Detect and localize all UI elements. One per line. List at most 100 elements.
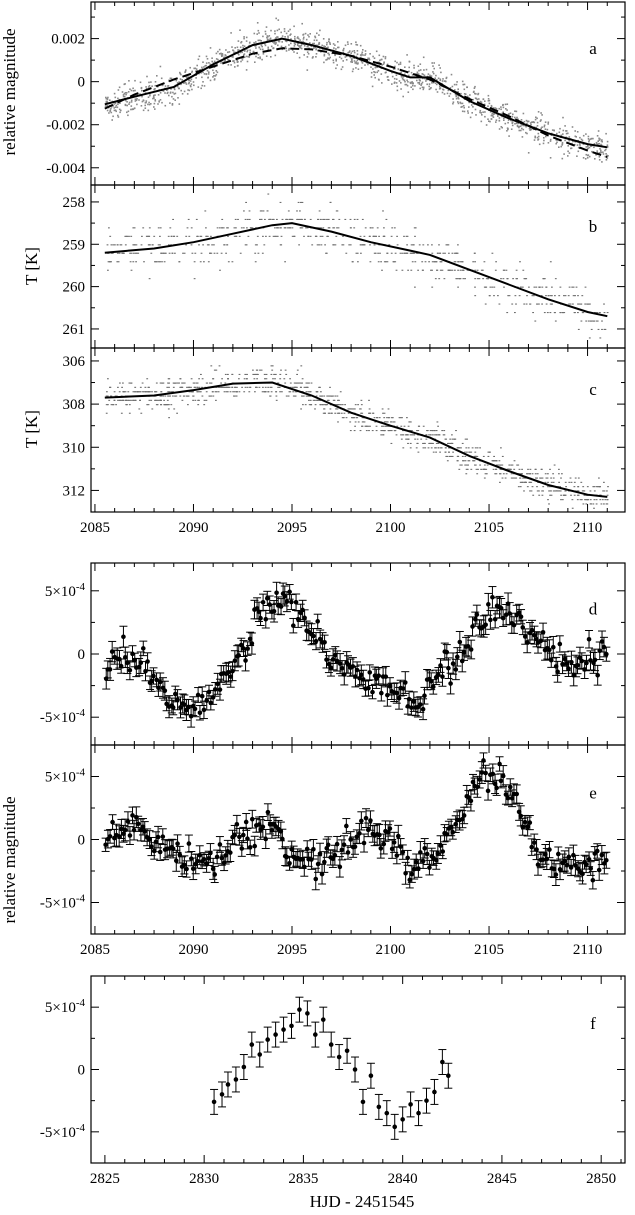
- data-point: [607, 155, 609, 157]
- data-point: [431, 62, 433, 64]
- data-point: [289, 218, 292, 220]
- data-point: [289, 34, 291, 36]
- data-point: [478, 278, 481, 280]
- data-point: [385, 261, 387, 263]
- data-point: [327, 46, 329, 49]
- data-point: [522, 269, 525, 271]
- data-point: [449, 269, 452, 271]
- data-point: [348, 408, 351, 410]
- data-point: [411, 74, 414, 76]
- data-point: [437, 442, 439, 444]
- data-point: [220, 62, 222, 64]
- data-point: [106, 97, 109, 100]
- data-point: [305, 227, 307, 229]
- data-point: [531, 295, 534, 297]
- data-point: [395, 82, 398, 84]
- data-point: [243, 37, 245, 40]
- data-point: [563, 295, 565, 297]
- data-point: [284, 382, 287, 384]
- point-marker: [575, 663, 580, 668]
- data-point: [338, 399, 340, 401]
- data-point: [591, 320, 594, 322]
- data-point: [400, 76, 403, 78]
- data-point: [435, 430, 438, 432]
- data-point: [298, 46, 301, 48]
- data-point: [511, 122, 514, 124]
- data-point: [401, 417, 403, 419]
- point-marker: [138, 660, 144, 665]
- data-point: [272, 47, 274, 50]
- data-point: [199, 391, 202, 393]
- point-marker: [313, 638, 319, 644]
- data-point: [547, 486, 549, 488]
- data-point: [382, 434, 384, 436]
- data-point: [106, 105, 108, 107]
- data-point: [501, 115, 503, 118]
- data-point: [600, 149, 602, 152]
- data-point: [293, 45, 296, 47]
- data-point: [182, 382, 185, 384]
- data-point: [126, 104, 128, 107]
- data-point: [380, 434, 383, 436]
- data-point: [601, 140, 603, 143]
- data-point: [580, 499, 583, 501]
- data-point: [247, 235, 250, 237]
- data-point: [562, 133, 564, 135]
- data-point: [451, 269, 454, 271]
- data-point: [216, 227, 219, 229]
- data-point: [459, 261, 462, 263]
- data-point: [318, 34, 320, 36]
- data-point: [296, 369, 299, 371]
- data-point: [288, 44, 290, 46]
- data-point: [555, 635, 564, 653]
- data-point: [159, 399, 162, 401]
- point-marker: [370, 689, 375, 695]
- data-point: [246, 60, 249, 63]
- data-point: [172, 386, 175, 388]
- data-point: [313, 39, 316, 42]
- data-point: [520, 119, 523, 121]
- data-point: [506, 278, 509, 280]
- data-point: [185, 83, 188, 85]
- data-point: [321, 235, 324, 237]
- data-point: [377, 252, 379, 254]
- data-point: [328, 54, 330, 56]
- data-point: [439, 252, 442, 254]
- data-point: [217, 386, 220, 388]
- data-point: [305, 391, 308, 393]
- data-point: [198, 686, 207, 706]
- data-point: [355, 43, 357, 46]
- series-line-a-solid: [104, 37, 608, 149]
- data-point: [179, 395, 182, 397]
- data-point: [406, 79, 408, 82]
- data-point: [261, 252, 264, 254]
- point-marker: [383, 674, 389, 679]
- data-point: [188, 82, 190, 85]
- data-point: [382, 210, 384, 212]
- data-point: [356, 50, 359, 52]
- data-point: [280, 45, 283, 48]
- data-point: [204, 210, 207, 212]
- data-point: [305, 382, 308, 384]
- data-point: [263, 391, 266, 393]
- data-point: [236, 386, 238, 388]
- data-point: [305, 386, 307, 388]
- data-point: [522, 112, 525, 115]
- data-point: [265, 373, 268, 375]
- data-point: [336, 412, 339, 414]
- y-axis-c: [91, 360, 625, 513]
- data-point: [160, 395, 163, 397]
- data-point: [360, 404, 363, 406]
- data-point: [400, 71, 402, 74]
- data-point: [596, 143, 599, 146]
- data-point: [401, 252, 404, 254]
- data-point: [322, 650, 331, 669]
- data-point: [577, 303, 579, 305]
- data-point: [341, 417, 344, 419]
- data-point: [279, 391, 281, 393]
- data-point: [203, 399, 206, 401]
- data-point: [547, 123, 549, 125]
- data-point: [213, 369, 216, 371]
- data-point: [125, 826, 134, 845]
